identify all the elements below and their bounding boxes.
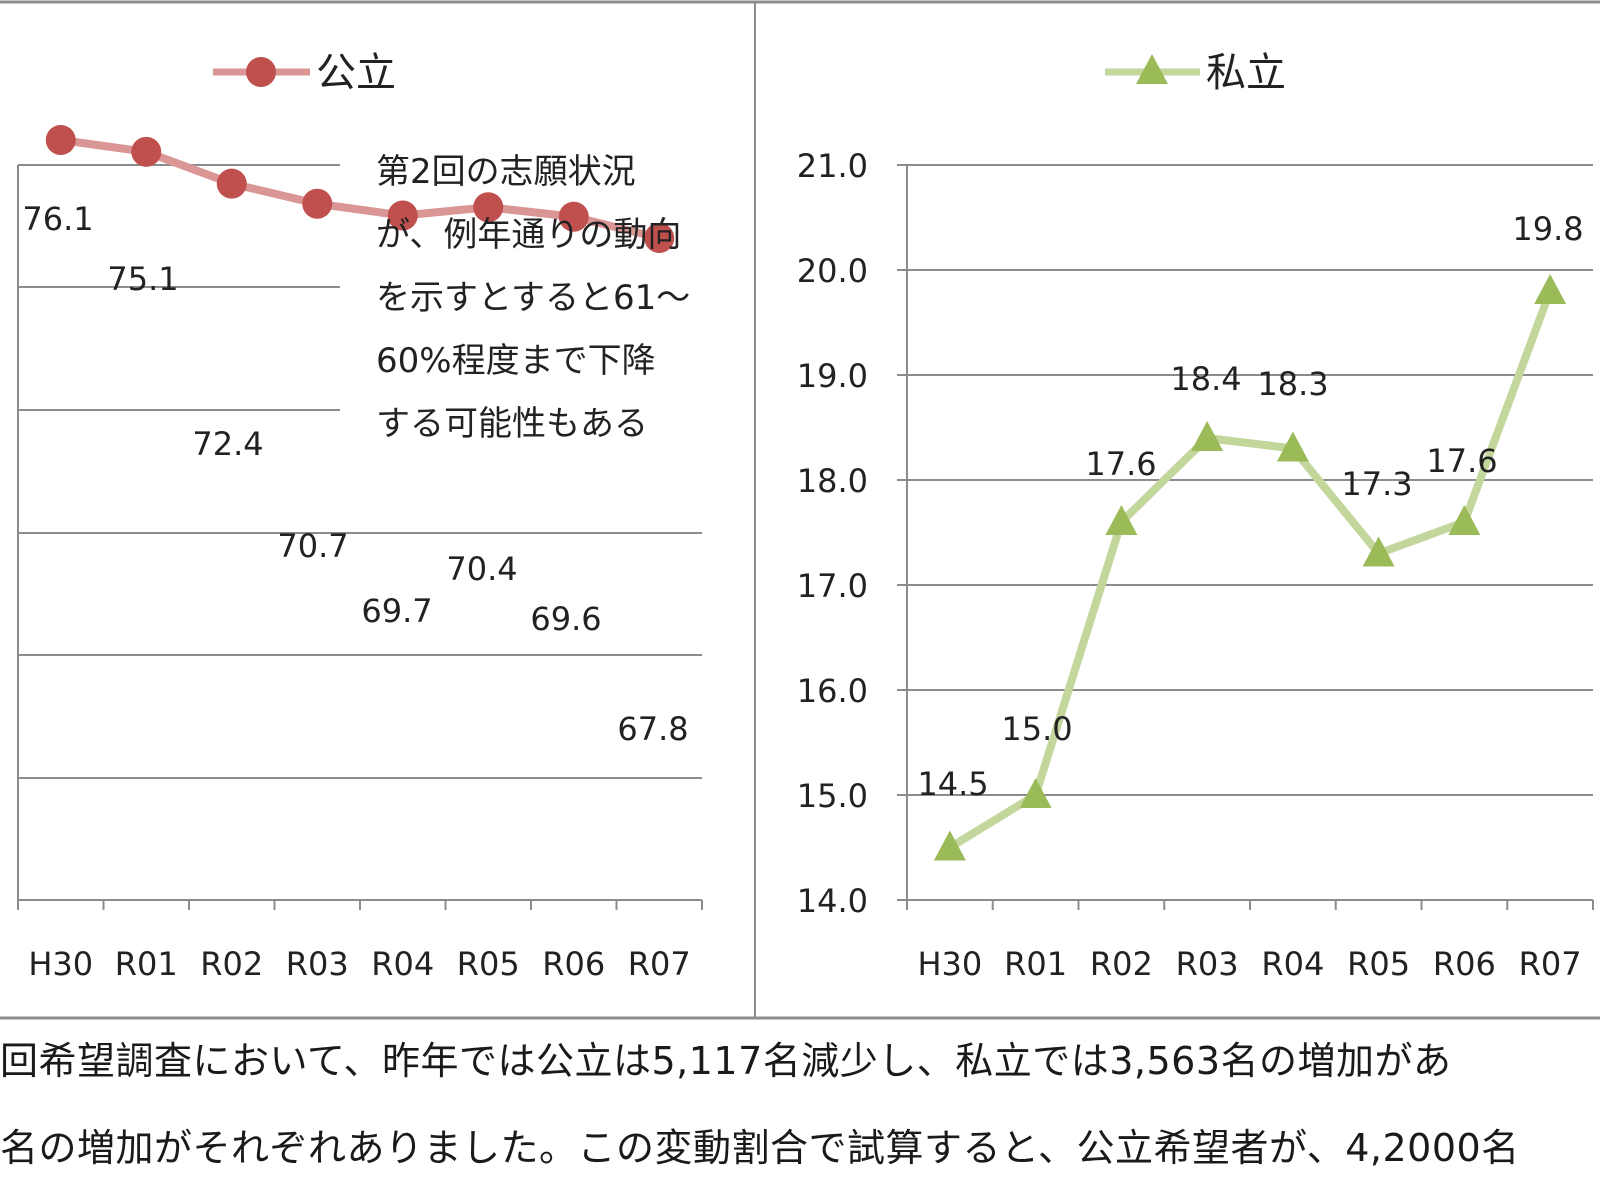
private-y-tick-label: 16.0 <box>797 672 868 710</box>
public-x-tick-label: R01 <box>115 945 178 983</box>
private-y-tick-label: 20.0 <box>797 252 868 290</box>
private-y-tick-label: 14.0 <box>797 882 868 920</box>
public-value-label: 69.6 <box>530 600 601 638</box>
public-point <box>216 168 247 199</box>
private-value-label: 14.5 <box>917 765 988 803</box>
caption-line-1: 回希望調査において、昨年では公立は5,117名減少し、私立では3,563名の増加… <box>0 1039 1452 1083</box>
public-x-tick-label: R02 <box>200 945 263 983</box>
private-x-tick-label: R03 <box>1176 945 1239 983</box>
public-gridlines <box>18 164 702 779</box>
private-point <box>1019 778 1052 808</box>
public-annotation: 第2回の志願状況 が、例年通りの動向 を示すとすると61～ 60%程度まで下降 … <box>376 152 690 444</box>
private-data-labels: 14.5 15.0 17.6 18.4 18.3 17.3 17.6 19.8 <box>917 210 1583 803</box>
public-x-tick-label: R03 <box>286 945 349 983</box>
annotation-line-2: が、例年通りの動向 <box>376 215 681 255</box>
private-legend-label: 私立 <box>1206 50 1286 96</box>
public-value-label: 75.1 <box>107 260 178 298</box>
public-value-label: 67.8 <box>617 710 688 748</box>
private-x-tick-label: H30 <box>917 945 982 983</box>
public-point <box>473 192 504 223</box>
annotation-line-1: 第2回の志願状況 <box>376 152 636 192</box>
private-value-label: 15.0 <box>1001 710 1072 748</box>
private-x-tick-label: R06 <box>1433 945 1496 983</box>
private-point <box>1448 505 1481 535</box>
public-value-label: 76.1 <box>22 200 93 238</box>
private-point <box>1276 431 1309 462</box>
private-legend: 私立 <box>1105 50 1286 96</box>
public-x-tick-label: R04 <box>371 945 434 983</box>
public-value-label: 70.4 <box>446 550 517 588</box>
private-line <box>947 289 1554 851</box>
private-axes <box>897 164 1594 910</box>
private-point <box>933 830 966 861</box>
private-point <box>1534 274 1567 304</box>
public-x-tick-label: R06 <box>542 945 605 983</box>
public-legend: 公立 <box>213 50 396 96</box>
private-value-label: 18.3 <box>1257 365 1328 403</box>
annotation-line-5: する可能性もある <box>376 404 648 444</box>
private-point <box>1191 421 1224 451</box>
annotation-line-4: 60%程度まで下降 <box>376 341 656 381</box>
private-value-label: 17.6 <box>1426 442 1497 480</box>
private-value-label: 19.8 <box>1512 210 1583 248</box>
public-point <box>644 222 675 253</box>
private-line-chart: 私立 14.0 15.0 16.0 17.0 18.0 19.0 20.0 21.0 14.5… <box>797 50 1594 983</box>
private-x-tick-label: R07 <box>1519 945 1582 983</box>
private-x-tick-label: R05 <box>1347 945 1410 983</box>
public-point <box>302 188 333 219</box>
private-y-tick-label: 17.0 <box>797 567 868 605</box>
private-y-tick-label: 21.0 <box>797 147 868 185</box>
public-value-label: 72.4 <box>192 425 263 463</box>
private-x-tick-label: R02 <box>1090 945 1153 983</box>
private-x-tick-labels: H30 R01 R02 R03 R04 R05 R06 R07 <box>917 945 1581 983</box>
public-data-labels: 76.1 75.1 72.4 70.7 69.7 70.4 69.6 67.8 <box>22 200 688 748</box>
public-legend-label: 公立 <box>316 50 396 96</box>
public-line-chart: 公立 76.1 75.1 72.4 70.7 69.7 70.4 69.6 67.8 H30 R… <box>17 50 703 983</box>
private-series <box>933 274 1567 861</box>
public-point <box>131 136 162 167</box>
private-value-label: 18.4 <box>1170 360 1241 398</box>
private-legend-marker <box>1136 54 1168 84</box>
public-legend-marker <box>246 57 276 87</box>
public-value-label: 69.7 <box>361 592 432 630</box>
public-point <box>45 125 76 156</box>
caption-line-2: 名の増加がそれぞれありました。この変動割合で試算すると、公立希望者が、4,200… <box>0 1126 1520 1170</box>
public-axes <box>17 165 703 910</box>
private-y-tick-label: 19.0 <box>797 357 868 395</box>
charts-area: 公立 76.1 75.1 72.4 70.7 69.7 70.4 69.6 67.8 H30 R… <box>0 0 1600 1020</box>
public-point <box>558 201 589 232</box>
private-value-label: 17.3 <box>1341 465 1412 503</box>
private-y-tick-labels: 14.0 15.0 16.0 17.0 18.0 19.0 20.0 21.0 <box>797 147 868 920</box>
public-series <box>45 125 675 253</box>
public-x-tick-labels: H30 R01 R02 R03 R04 R05 R06 R07 <box>28 945 690 983</box>
private-point <box>1105 505 1138 535</box>
private-gridlines <box>907 164 1593 796</box>
public-x-tick-label: R05 <box>457 945 520 983</box>
private-value-label: 17.6 <box>1085 445 1156 483</box>
public-x-tick-label: R07 <box>628 945 691 983</box>
private-y-tick-label: 15.0 <box>797 777 868 815</box>
annotation-line-3: を示すとすると61～ <box>376 278 690 318</box>
private-x-tick-label: R01 <box>1004 945 1067 983</box>
public-x-tick-label: H30 <box>28 945 93 983</box>
private-y-tick-label: 18.0 <box>797 462 868 500</box>
private-x-tick-label: R04 <box>1261 945 1324 983</box>
private-point <box>1362 536 1395 567</box>
public-value-label: 70.7 <box>277 527 348 565</box>
public-point <box>387 200 418 231</box>
